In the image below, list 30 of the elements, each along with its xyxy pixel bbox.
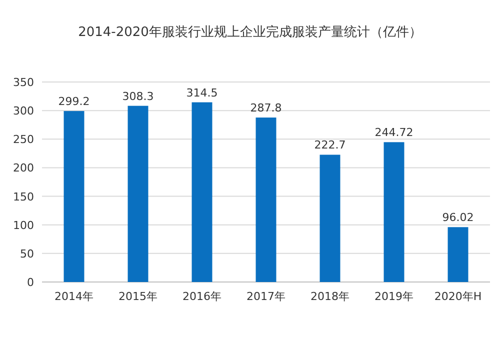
bar (320, 154, 340, 282)
y-tick-label: 250 (13, 133, 34, 146)
x-tick-label: 2017年 (246, 290, 286, 303)
data-label: 96.02 (442, 211, 474, 224)
chart-title: 2014-2020年服装行业规上企业完成服装产量统计（亿件） (78, 24, 422, 40)
x-tick-label: 2014年 (54, 290, 94, 303)
x-tick-label: 2015年 (118, 290, 158, 303)
y-tick-label: 300 (13, 104, 34, 118)
data-label: 314.5 (186, 86, 218, 100)
y-tick-label: 350 (13, 76, 34, 89)
data-label: 244.72 (374, 126, 414, 140)
bar (448, 227, 468, 282)
bar (384, 142, 404, 282)
x-tick-label: 2019年 (374, 290, 414, 303)
y-tick-label: 100 (13, 218, 34, 232)
x-tick-label: 2016年 (182, 290, 222, 303)
data-label: 287.8 (250, 102, 282, 115)
y-tick-label: 50 (20, 247, 34, 260)
data-label: 299.2 (58, 95, 90, 108)
x-tick-label: 2020年H (434, 290, 482, 303)
data-label: 308.3 (122, 90, 154, 103)
x-tick-label: 2018年 (310, 290, 350, 303)
bar (256, 118, 276, 282)
bar (64, 111, 84, 282)
y-tick-label: 150 (13, 190, 34, 204)
data-label: 222.7 (314, 138, 346, 152)
y-tick-label: 0 (27, 276, 34, 289)
bar (128, 106, 148, 282)
y-tick-label: 200 (13, 162, 34, 175)
bar (192, 102, 212, 282)
